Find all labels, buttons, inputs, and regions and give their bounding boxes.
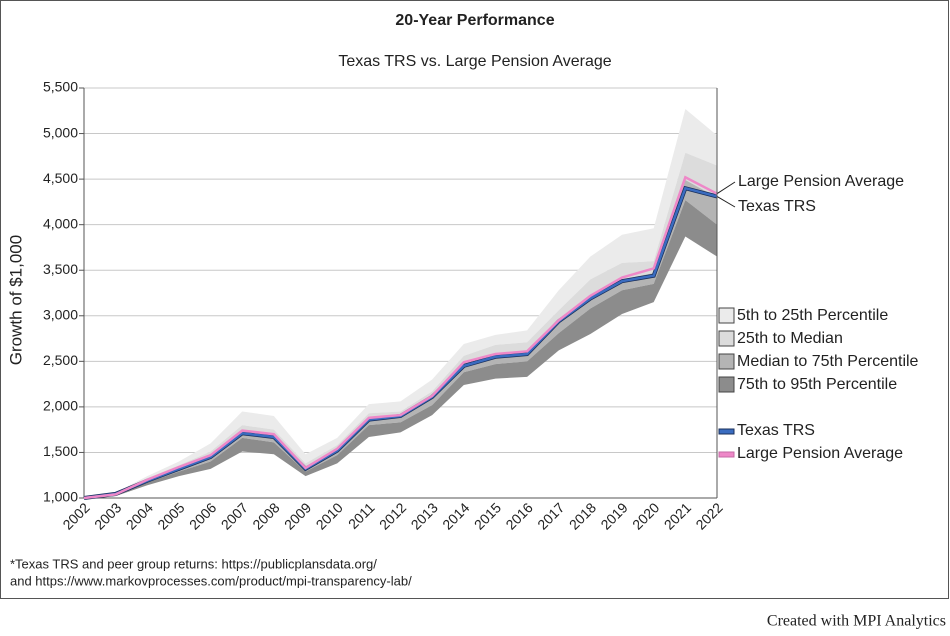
y-tick-label: 3,500	[43, 261, 78, 277]
legend-swatch	[718, 451, 735, 458]
legend-label: Large Pension Average	[737, 445, 903, 462]
legend-swatch	[718, 330, 735, 347]
y-tick-label: 2,500	[43, 352, 78, 368]
legend-label: Median to 75th Percentile	[737, 353, 919, 370]
leader-line	[716, 195, 736, 208]
legend-label: 5th to 25th Percentile	[737, 307, 888, 324]
y-tick-label: 1,000	[43, 489, 78, 505]
footnote: *Texas TRS and peer group returns: https…	[10, 556, 377, 571]
frame	[0, 0, 949, 599]
credit: Created with MPI Analytics	[767, 613, 946, 630]
series-line	[83, 175, 718, 500]
legend-label: Texas TRS	[737, 422, 815, 439]
chart-subtitle: Texas TRS vs. Large Pension Average	[338, 53, 611, 70]
y-tick-label: 5,500	[43, 79, 78, 95]
y-tick-label: 5,000	[43, 124, 78, 140]
legend-swatch	[718, 353, 735, 370]
leader-line	[716, 181, 736, 195]
end-label: Texas TRS	[738, 198, 816, 215]
legend-swatch	[718, 428, 735, 435]
y-tick-label: 2,000	[43, 398, 78, 414]
y-tick-label: 3,000	[43, 306, 78, 322]
footnote: and https://www.markovprocesses.com/prod…	[10, 573, 412, 588]
y-tick-label: 4,000	[43, 215, 78, 231]
chart-title: 20-Year Performance	[395, 12, 554, 29]
legend-swatch	[718, 307, 735, 324]
legend-swatch	[718, 376, 735, 393]
legend-label: 25th to Median	[737, 330, 843, 347]
y-tick-label: 1,500	[43, 443, 78, 459]
legend-label: 75th to 95th Percentile	[737, 376, 897, 393]
end-label: Large Pension Average	[738, 173, 904, 190]
y-tick-label: 4,500	[43, 170, 78, 186]
y-axis-label: Growth of $1,000	[6, 235, 25, 365]
